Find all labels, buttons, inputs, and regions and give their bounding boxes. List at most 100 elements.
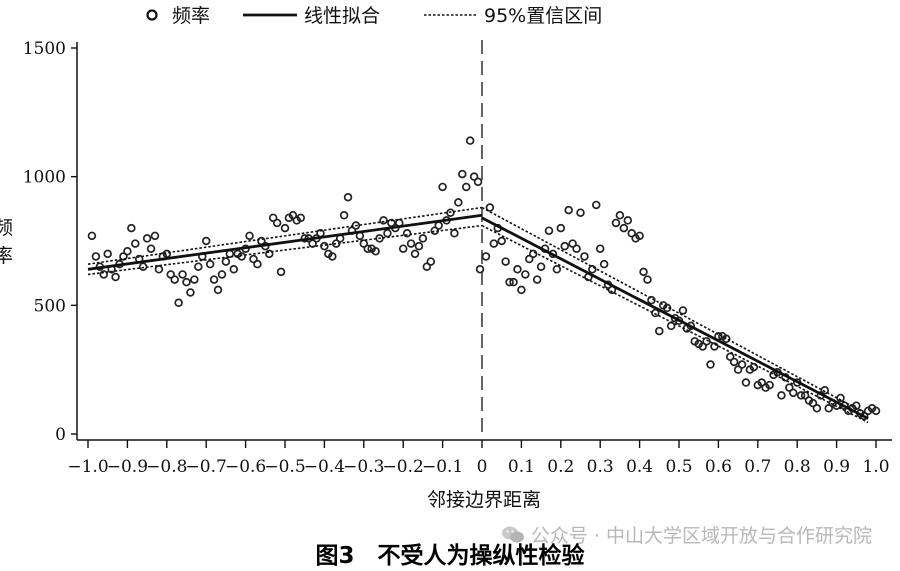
data-point [414,241,424,251]
data-point [619,223,629,233]
data-point [458,169,467,179]
data-point [820,386,830,395]
confidence-interval-line [481,224,869,424]
data-point [710,342,719,351]
data-point [789,388,798,398]
legend-label-frequency: 频率 [172,5,210,27]
confidence-interval-line [87,206,483,265]
data-point [87,231,97,241]
data-point [253,259,262,269]
data-point [383,229,392,238]
y-tick-label: 0 [55,425,66,445]
data-point [245,231,254,241]
x-tick-label: 0.2 [547,457,574,477]
data-point [438,182,447,192]
data-point [221,257,231,266]
data-point [166,270,175,279]
data-point [205,259,215,269]
wechat-icon [501,526,524,542]
confidence-interval-line [87,224,483,276]
x-tick-label: −0.5 [264,457,305,477]
data-point [150,231,160,241]
data-point [264,249,274,259]
y-tick-label: 500 [34,296,66,316]
data-point [475,265,485,274]
data-point [434,221,443,230]
data-point [178,270,187,279]
chart-legend: 频率 线性拟合 95%置信区间 [146,5,602,27]
data-point [237,252,246,261]
data-point [765,380,774,390]
data-point [190,275,199,284]
data-point [733,365,743,374]
data-point [678,306,688,315]
x-tick-label: 0.3 [587,457,614,477]
data-point [513,265,522,274]
data-point [418,234,428,243]
data-point [174,298,183,308]
data-point [481,252,491,261]
data-point [296,213,306,223]
data-point [749,362,759,372]
legend-label-linear-fit: 线性拟合 [304,5,380,27]
data-point [328,252,337,261]
data-point [170,275,179,284]
data-point [552,265,562,274]
data-point [599,259,609,269]
x-tick-label: 0.7 [744,457,771,477]
linear-fit-line [87,213,483,271]
data-point [123,247,132,256]
data-point [824,404,833,413]
data-point [525,254,534,264]
y-axis-title-char-2: 率 [0,245,13,267]
data-point [560,241,569,251]
data-point [276,267,286,277]
data-point [528,249,538,259]
data-point [509,277,518,287]
data-point [702,337,711,346]
data-point [777,391,786,400]
data-point [757,378,766,387]
data-point [521,270,530,279]
figure-caption: 图3 不受人为操纵性检验 [315,543,585,569]
data-point [343,193,353,202]
x-tick-label: 0.1 [508,457,535,477]
data-point [627,229,636,238]
data-point [544,226,554,235]
scatter-points [87,136,881,421]
data-point [698,342,707,351]
data-point [229,265,239,274]
data-point [639,267,648,277]
data-point [103,249,112,259]
data-point [576,208,585,217]
data-point [871,406,881,416]
x-axis-title: 邻接边界距离 [427,489,541,511]
data-point [217,270,227,279]
data-point [611,218,621,228]
x-tick-label: 0.5 [665,457,692,477]
data-point [339,211,349,220]
x-tick-label: −0.3 [343,457,384,477]
data-point [213,285,223,295]
data-point [446,208,455,217]
data-point [131,239,140,248]
legend-label-confidence-interval: 95%置信区间 [484,5,602,27]
data-point [146,244,156,253]
data-point [194,262,203,271]
data-point [182,277,191,287]
x-tick-label: −1.0 [67,457,108,477]
fit-lines [87,206,869,424]
data-point [501,257,510,266]
data-point [142,234,152,243]
data-point [517,285,526,295]
data-point [592,200,601,210]
data-point [91,252,101,261]
data-point [485,203,495,212]
data-point [568,239,577,248]
data-point [268,213,278,223]
x-tick-label: 0.6 [705,457,732,477]
data-point [572,244,581,253]
data-point [666,321,676,331]
data-point [737,360,747,369]
